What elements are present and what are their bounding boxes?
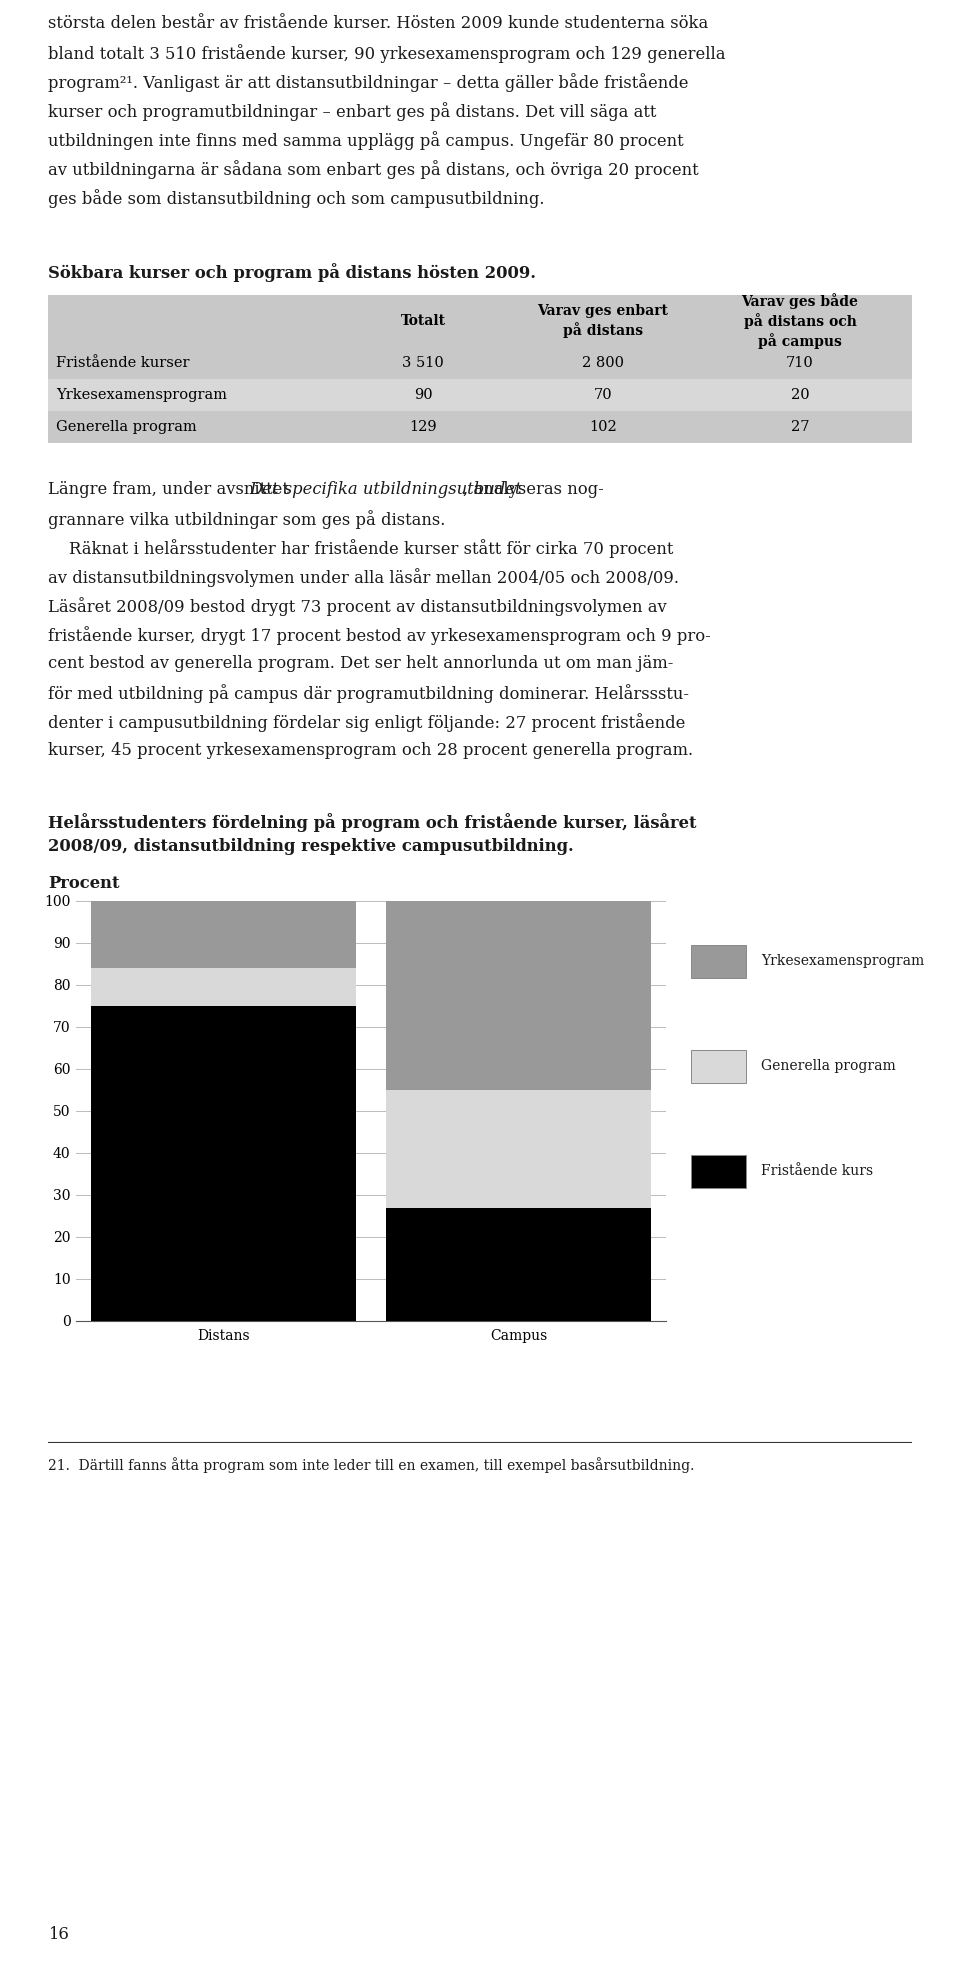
Text: Sökbara kurser och program på distans hösten 2009.: Sökbara kurser och program på distans hö… [48, 264, 536, 281]
Text: Generella program: Generella program [56, 419, 197, 435]
Text: Läsåret 2008/09 bestod drygt 73 procent av distansutbildningsvolymen av: Läsåret 2008/09 bestod drygt 73 procent … [48, 596, 667, 616]
Text: cent bestod av generella program. Det ser helt annorlunda ut om man jäm-: cent bestod av generella program. Det se… [48, 655, 673, 671]
Text: ges både som distansutbildning och som campusutbildning.: ges både som distansutbildning och som c… [48, 189, 544, 209]
Text: Det specifika utbildningsutbudet: Det specifika utbildningsutbudet [249, 480, 521, 498]
Text: Varav ges enbart
på distans: Varav ges enbart på distans [538, 305, 668, 338]
FancyBboxPatch shape [691, 1049, 746, 1082]
Text: Generella program: Generella program [761, 1059, 896, 1073]
Text: av distansutbildningsvolymen under alla läsår mellan 2004/05 och 2008/09.: av distansutbildningsvolymen under alla … [48, 569, 679, 586]
Bar [386, 1208, 651, 1321]
Bar [386, 1090, 651, 1208]
Text: fristående kurser, drygt 17 procent bestod av yrkesexamensprogram och 9 pro-: fristående kurser, drygt 17 procent best… [48, 626, 710, 646]
Bar [48, 411, 912, 443]
Bar [48, 295, 912, 346]
Text: Procent: Procent [48, 876, 119, 892]
Text: Räknat i helårsstudenter har fristående kurser stått för cirka 70 procent: Räknat i helårsstudenter har fristående … [48, 539, 673, 557]
Text: kurser och programutbildningar – enbart ges på distans. Det vill säga att: kurser och programutbildningar – enbart … [48, 102, 657, 120]
Text: största delen består av fristående kurser. Hösten 2009 kunde studenterna söka: största delen består av fristående kurse… [48, 16, 708, 31]
FancyBboxPatch shape [691, 945, 746, 978]
Bar [48, 346, 912, 380]
Text: utbildningen inte finns med samma upplägg på campus. Ungefär 80 procent: utbildningen inte finns med samma uppläg… [48, 132, 684, 150]
Text: 129: 129 [409, 419, 437, 435]
Text: denter i campusutbildning fördelar sig enligt följande: 27 procent fristående: denter i campusutbildning fördelar sig e… [48, 712, 685, 732]
Text: 21.  Därtill fanns åtta program som inte leder till en examen, till exempel baså: 21. Därtill fanns åtta program som inte … [48, 1456, 694, 1472]
Text: 90: 90 [414, 388, 432, 401]
Text: bland totalt 3 510 fristående kurser, 90 yrkesexamensprogram och 129 generella: bland totalt 3 510 fristående kurser, 90… [48, 43, 726, 63]
Bar [48, 380, 912, 411]
Text: 102: 102 [589, 419, 617, 435]
FancyBboxPatch shape [691, 1155, 746, 1189]
Text: Helårsstudenters fördelning på program och fristående kurser, läsåret
2008/09, d: Helårsstudenters fördelning på program o… [48, 813, 697, 854]
Text: Längre fram, under avsnittet: Längre fram, under avsnittet [48, 480, 294, 498]
Text: grannare vilka utbildningar som ges på distans.: grannare vilka utbildningar som ges på d… [48, 510, 445, 529]
Text: 27: 27 [791, 419, 809, 435]
Text: 20: 20 [791, 388, 809, 401]
Text: för med utbildning på campus där programutbildning dominerar. Helårssstu-: för med utbildning på campus där program… [48, 685, 689, 703]
Text: 2 800: 2 800 [582, 356, 624, 370]
Text: program²¹. Vanligast är att distansutbildningar – detta gäller både fristående: program²¹. Vanligast är att distansutbil… [48, 73, 688, 92]
Bar [91, 968, 356, 1006]
Bar [91, 1006, 356, 1321]
Text: Fristående kurs: Fristående kurs [761, 1165, 874, 1179]
Text: kurser, 45 procent yrkesexamensprogram och 28 procent generella program.: kurser, 45 procent yrkesexamensprogram o… [48, 742, 693, 760]
Text: 710: 710 [786, 356, 814, 370]
Text: Yrkesexamensprogram: Yrkesexamensprogram [56, 388, 227, 401]
Text: 16: 16 [48, 1927, 69, 1942]
Text: , analyseras nog-: , analyseras nog- [463, 480, 604, 498]
Text: Varav ges både
på distans och
på campus: Varav ges både på distans och på campus [741, 293, 858, 348]
Text: Yrkesexamensprogram: Yrkesexamensprogram [761, 954, 924, 968]
Text: Fristående kurser: Fristående kurser [56, 356, 189, 370]
Text: Totalt: Totalt [400, 315, 445, 329]
Text: 70: 70 [593, 388, 612, 401]
Bar [91, 901, 356, 968]
Text: 3 510: 3 510 [402, 356, 444, 370]
Text: av utbildningarna är sådana som enbart ges på distans, och övriga 20 procent: av utbildningarna är sådana som enbart g… [48, 159, 699, 179]
Bar [386, 901, 651, 1090]
